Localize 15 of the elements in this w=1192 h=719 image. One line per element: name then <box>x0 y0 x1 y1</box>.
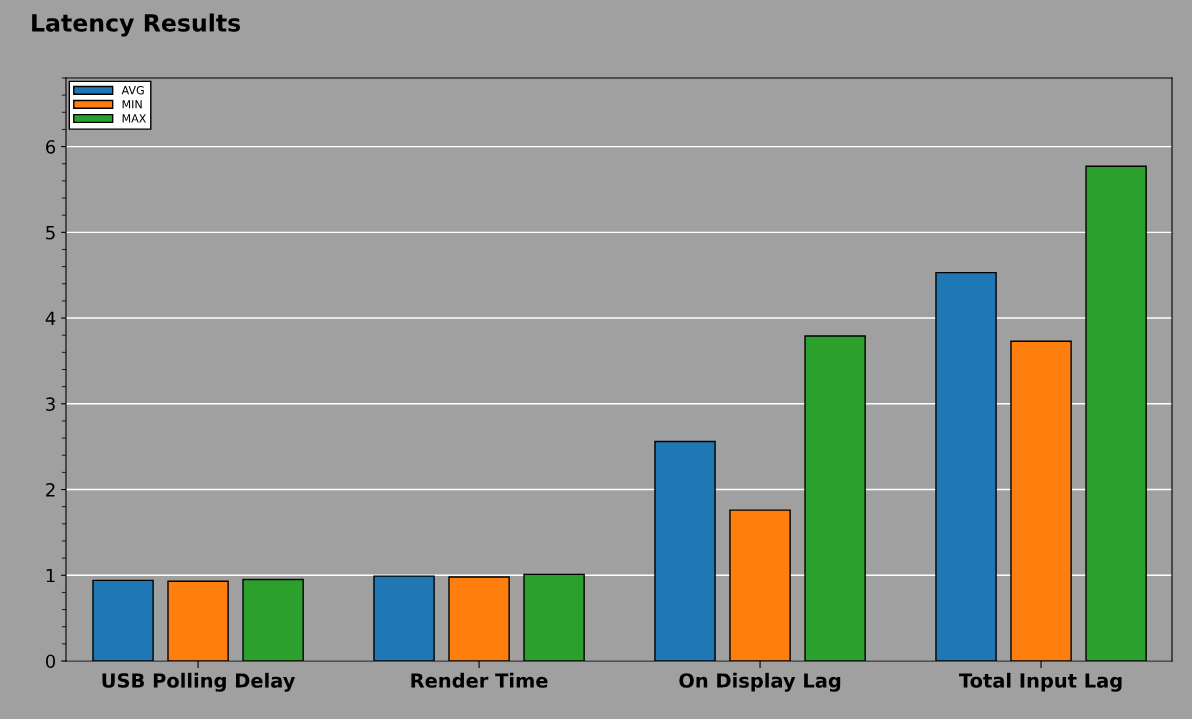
x-tick-label: Render Time <box>411 672 548 688</box>
x-tick-label: On Display Lag <box>679 672 841 692</box>
y-tick-label: 3 <box>46 397 55 411</box>
x-tick-label: USB Polling Delay <box>102 672 296 692</box>
legend-label: MIN <box>122 100 142 109</box>
x-tick-label: Total Input Lag <box>959 672 1122 692</box>
y-tick-label: 2 <box>46 482 55 497</box>
y-tick-label: 0 <box>45 654 56 669</box>
y-tick-label: 1 <box>46 568 55 583</box>
y-tick-label: 4 <box>45 311 56 325</box>
legend-label: AVG <box>121 85 144 95</box>
y-tick-label: 5 <box>46 226 55 240</box>
y-tick-label: 6 <box>46 140 56 154</box>
legend-label: MAX <box>122 114 147 123</box>
chart-title: Latency Results <box>32 13 241 37</box>
